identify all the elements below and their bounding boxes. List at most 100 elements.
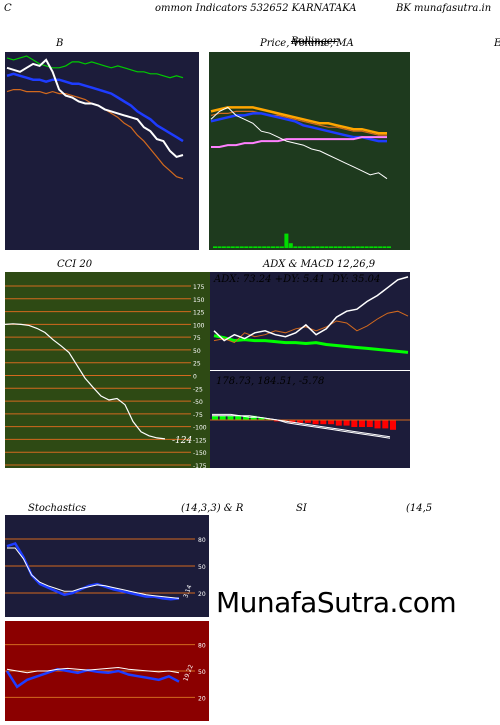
stochastics-panel: 80 50 20 3.14 bbox=[5, 515, 209, 617]
macd-histogram-bar bbox=[235, 415, 242, 420]
macd-chart bbox=[210, 413, 410, 439]
macd-histogram-bar bbox=[266, 418, 273, 420]
adx-line-0 bbox=[213, 334, 409, 354]
adx-readout: ADX: 73.24 +DY: 5.41 -DY: 35.04 bbox=[214, 274, 381, 285]
macd-histogram-bar bbox=[351, 420, 358, 427]
volume-bar bbox=[320, 246, 325, 248]
header-title: ommon Indicators 532652 KARNATAKA bbox=[155, 3, 357, 14]
bollinger-chart bbox=[6, 55, 184, 180]
stochastics-params: (14,3,3) & R bbox=[181, 503, 244, 514]
macd-histogram-bar bbox=[227, 415, 234, 420]
stochastics-line-1 bbox=[7, 547, 180, 599]
volume-bar bbox=[271, 246, 275, 248]
volume-bar bbox=[221, 246, 226, 248]
stochastics-chart: 80 50 20 3.14 bbox=[5, 537, 206, 601]
cci-tick-label: -175 bbox=[193, 463, 207, 468]
bollinger-panel bbox=[5, 52, 199, 250]
adx-line-2 bbox=[213, 276, 409, 342]
cci-tick-label: 25 bbox=[193, 361, 201, 368]
volume-bar bbox=[329, 246, 333, 248]
stochastics-line-0 bbox=[6, 542, 180, 601]
macd-histogram-bar bbox=[312, 420, 319, 425]
header-left: C bbox=[4, 3, 12, 14]
volume-bar bbox=[360, 246, 365, 248]
macd-histogram-bar bbox=[273, 420, 280, 422]
volume-bar bbox=[346, 246, 351, 248]
cci-tick-label: 0 bbox=[193, 374, 197, 381]
cci-tick-label: 175 bbox=[193, 284, 205, 291]
macd-histogram-bar bbox=[304, 420, 311, 423]
macd-histogram-bar bbox=[243, 415, 249, 420]
price-title: Price, Volume, MA bbox=[260, 38, 354, 49]
volume-bar bbox=[302, 246, 307, 248]
price-panel bbox=[209, 52, 410, 250]
bollinger-line-3 bbox=[6, 58, 184, 159]
volume-bar bbox=[253, 246, 258, 248]
cci-tick-label: 75 bbox=[193, 335, 201, 342]
volume-bar bbox=[342, 246, 347, 248]
macd-histogram-bar bbox=[359, 420, 365, 427]
adx-macd-title: ADX & MACD 12,26,9 bbox=[263, 259, 376, 270]
stochastics-tick-label: 80 bbox=[198, 537, 206, 544]
volume-bar bbox=[337, 246, 342, 248]
volume-bar bbox=[373, 246, 378, 248]
edge-title: E bbox=[494, 38, 500, 49]
volume-bar bbox=[364, 246, 369, 248]
volume-bar bbox=[382, 246, 387, 248]
volume-bar bbox=[257, 246, 262, 248]
volume-bar bbox=[387, 246, 391, 248]
cci-tick-label: 150 bbox=[193, 297, 205, 304]
macd-histogram-bar bbox=[382, 420, 389, 429]
cci-tick-label: -125 bbox=[193, 437, 207, 444]
volume-bar bbox=[226, 246, 231, 248]
volume-bar bbox=[351, 246, 356, 248]
bollinger-line-0 bbox=[6, 55, 184, 79]
volume-bar bbox=[266, 246, 271, 248]
macd-histogram-bar bbox=[320, 420, 327, 425]
volume-bar bbox=[333, 246, 338, 248]
macd-histogram-bar bbox=[335, 420, 342, 426]
cci-tick-label: 125 bbox=[193, 310, 205, 317]
cci-tick-label: -25 bbox=[193, 386, 203, 393]
volume-bar bbox=[311, 246, 316, 248]
cci-tick-label: -100 bbox=[193, 425, 207, 432]
volume-bar bbox=[288, 243, 293, 248]
volume-bar bbox=[213, 246, 217, 248]
header-right: BK munafasutra.in bbox=[396, 3, 492, 14]
macd-histogram-bar bbox=[219, 415, 226, 420]
volume-bar bbox=[244, 246, 249, 248]
volume-bar bbox=[217, 246, 222, 248]
watermark: MunafaSutra.com bbox=[216, 586, 457, 619]
cci-chart: 175 150 125 100 75 50 25 0 -25 -50 -75 -100 -125 -150… bbox=[5, 284, 207, 468]
rsi-chart: 80 50 20 19.22 bbox=[5, 643, 206, 702]
stochastics-tick-label: 50 bbox=[198, 564, 206, 571]
volume-bar bbox=[230, 246, 235, 248]
volume-bar bbox=[315, 246, 320, 248]
volume-bar bbox=[235, 246, 240, 248]
rsi-last-label: 19.22 bbox=[182, 664, 195, 683]
macd-histogram-bar bbox=[297, 420, 304, 423]
macd-histogram-bar bbox=[366, 420, 373, 427]
adx-chart bbox=[213, 276, 409, 354]
volume-bar bbox=[284, 233, 289, 248]
volume-bar bbox=[378, 246, 383, 248]
rsi-panel: 80 50 20 19.22 bbox=[5, 621, 209, 721]
volume-bar bbox=[293, 246, 298, 248]
bollinger-line-2 bbox=[6, 88, 184, 180]
volume-bar bbox=[324, 246, 329, 248]
volume-bar bbox=[275, 246, 280, 248]
stochastics-title: Stochastics bbox=[28, 503, 86, 514]
price-line-4 bbox=[210, 106, 388, 180]
cci-title: CCI 20 bbox=[57, 259, 93, 270]
price-line-0 bbox=[210, 106, 387, 135]
price-line-3 bbox=[211, 136, 387, 148]
macd-histogram-bar bbox=[390, 420, 396, 430]
rsi-tick-label: 50 bbox=[198, 669, 206, 676]
macd-histogram-bar bbox=[258, 417, 265, 420]
cci-tick-label: -50 bbox=[193, 399, 203, 406]
cci-line bbox=[5, 323, 166, 440]
bollinger-line-1 bbox=[6, 72, 184, 143]
volume-bar bbox=[355, 246, 360, 248]
stochastics-last-label: 3.14 bbox=[182, 584, 193, 599]
volume-bar bbox=[239, 246, 244, 248]
